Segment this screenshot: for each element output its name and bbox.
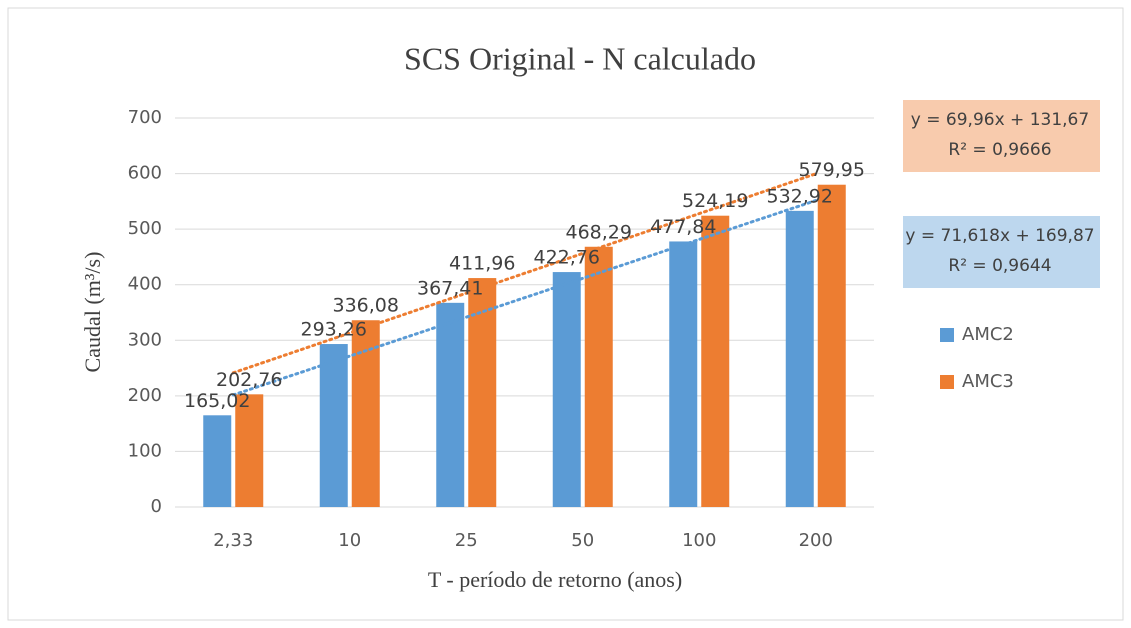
data-label: 293,26 (301, 319, 367, 341)
y-axis-title: Caudal (m³/s) (80, 252, 105, 373)
trendline (231, 199, 818, 397)
data-label: 524,19 (682, 190, 748, 212)
x-tick-label: 100 (682, 530, 716, 551)
x-axis-title: T - período de retorno (anos) (428, 567, 682, 592)
y-tick-label: 100 (128, 440, 162, 461)
data-label: 579,95 (799, 159, 865, 181)
bar (235, 394, 264, 507)
legend-swatch (940, 375, 954, 389)
data-label: 532,92 (767, 185, 833, 207)
y-tick-label: 200 (128, 385, 162, 406)
y-tick-label: 0 (151, 496, 162, 517)
bar (669, 241, 698, 507)
legend-label: AMC3 (962, 371, 1014, 392)
y-tick-label: 700 (128, 107, 162, 128)
x-tick-label: 25 (455, 530, 478, 551)
annotation-text: y = 71,618x + 169,87 (905, 226, 1094, 246)
bar (552, 272, 581, 507)
x-tick-label: 200 (799, 530, 833, 551)
bar (319, 344, 348, 507)
bar (468, 278, 497, 507)
data-label: 165,02 (184, 390, 250, 412)
annotation-text: R² = 0,9666 (948, 140, 1051, 160)
data-label: 202,76 (216, 369, 282, 391)
bar (817, 184, 846, 507)
bar (701, 215, 730, 507)
x-tick-label: 10 (338, 530, 361, 551)
y-tick-label: 500 (128, 218, 162, 239)
data-label: 422,76 (534, 247, 600, 269)
y-tick-label: 300 (128, 329, 162, 350)
bar (785, 210, 814, 507)
data-label: 477,84 (650, 216, 716, 238)
annotation-text: R² = 0,9644 (948, 256, 1051, 276)
data-label: 468,29 (566, 221, 632, 243)
data-label: 367,41 (417, 277, 483, 299)
annotation-text: y = 69,96x + 131,67 (911, 110, 1089, 130)
x-tick-label: 2,33 (213, 530, 253, 551)
y-tick-label: 600 (128, 163, 162, 184)
data-label: 336,08 (333, 295, 399, 317)
data-label: 411,96 (449, 253, 515, 275)
x-tick-label: 50 (571, 530, 594, 551)
y-tick-label: 400 (128, 274, 162, 295)
bar (203, 415, 232, 507)
trendline (231, 172, 818, 375)
bar (436, 302, 465, 507)
bar (584, 246, 613, 507)
legend-swatch (940, 328, 954, 342)
legend-label: AMC2 (962, 324, 1014, 345)
annotation-box (903, 216, 1100, 288)
annotation-box (903, 100, 1100, 172)
chart-title: SCS Original - N calculado (404, 40, 756, 76)
